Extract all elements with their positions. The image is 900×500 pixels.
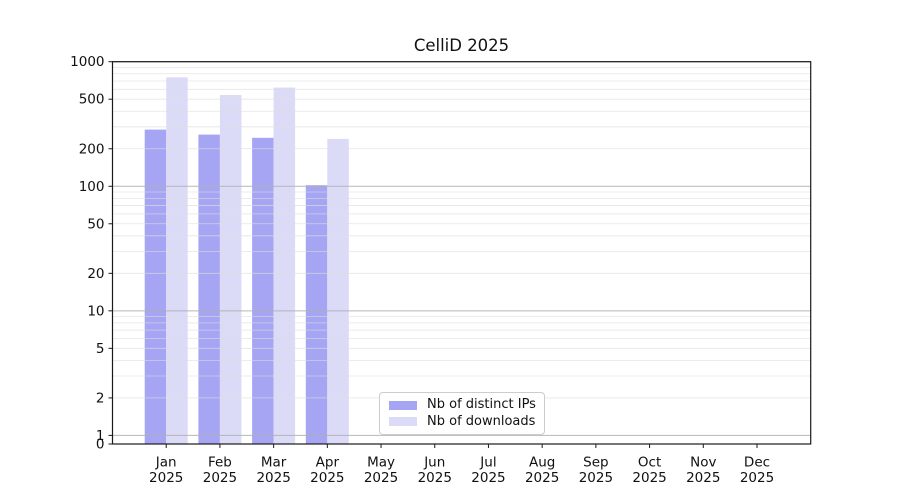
x-tick-label-year: 2025 — [256, 470, 290, 486]
x-tick-label-year: 2025 — [149, 470, 183, 486]
legend-row-0: Nb of distinct IPs — [389, 397, 536, 413]
x-tick-label-year: 2025 — [203, 470, 237, 486]
x-tick-label-month: Mar — [261, 455, 287, 471]
y-tick-label: 500 — [79, 92, 105, 108]
legend-label: Nb of distinct IPs — [427, 397, 536, 413]
x-tick-label-month: May — [367, 455, 395, 471]
x-tick-label-month: Feb — [208, 455, 232, 471]
bar-jan-series1 — [166, 77, 188, 445]
x-tick-label-year: 2025 — [632, 470, 666, 486]
y-tick-label: 2 — [96, 390, 105, 406]
bar-apr-series1 — [327, 138, 349, 444]
x-tick-label-year: 2025 — [525, 470, 559, 486]
bar-apr-series0 — [305, 185, 328, 444]
bar-jan-series0 — [144, 129, 167, 444]
y-tick-label: 10 — [87, 303, 104, 319]
y-tick-label: 50 — [87, 216, 104, 232]
y-tick-label: 0 — [96, 437, 105, 453]
x-tick-label-year: 2025 — [740, 470, 774, 486]
y-tick-label: 1000 — [70, 54, 104, 70]
legend: Nb of distinct IPs Nb of downloads — [379, 392, 545, 435]
x-tick-label-month: Sep — [583, 455, 608, 471]
y-tick-label: 100 — [79, 179, 105, 195]
x-tick-label-year: 2025 — [471, 470, 505, 486]
x-tick-label-year: 2025 — [686, 470, 720, 486]
x-tick-label-year: 2025 — [364, 470, 398, 486]
legend-swatch-icon — [389, 417, 417, 427]
legend-swatch-icon — [389, 400, 417, 410]
x-tick-label-year: 2025 — [418, 470, 452, 486]
x-tick-label-month: Jun — [423, 455, 445, 471]
axes-frame — [111, 61, 812, 445]
legend-row-1: Nb of downloads — [389, 413, 536, 429]
y-tick-label: 5 — [96, 341, 105, 357]
x-tick-label-year: 2025 — [579, 470, 613, 486]
y-tick-label: 1 — [96, 428, 105, 444]
chart-title: CelliD 2025 — [413, 36, 510, 55]
legend-label: Nb of downloads — [427, 413, 536, 429]
x-tick-label-month: Oct — [638, 455, 661, 471]
x-tick-label-month: Nov — [690, 455, 716, 471]
x-tick-label-month: Jul — [479, 455, 496, 471]
x-tick-label-month: Apr — [316, 455, 340, 471]
bar-mar-series0 — [252, 137, 274, 445]
bar-feb-series1 — [219, 95, 242, 444]
y-tick-label: 20 — [87, 266, 104, 282]
x-tick-label-month: Aug — [529, 455, 555, 471]
x-tick-label-year: 2025 — [310, 470, 344, 486]
y-tick-label: 200 — [79, 141, 105, 157]
x-tick-label-month: Dec — [744, 455, 770, 471]
x-tick-label-month: Jan — [155, 455, 177, 471]
bar-feb-series0 — [198, 134, 220, 444]
bar-mar-series1 — [273, 87, 296, 444]
